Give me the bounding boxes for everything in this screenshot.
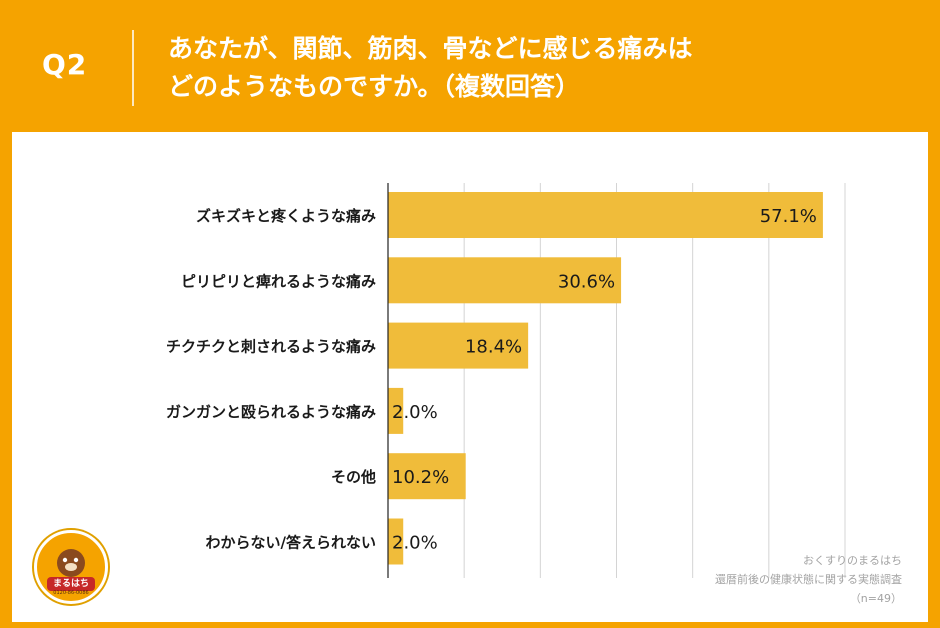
source-survey: 還暦前後の健康状態に関する実態調査 <box>715 573 902 586</box>
bar <box>388 192 823 238</box>
value-label: 10.2% <box>392 467 449 488</box>
value-label: 18.4% <box>465 337 522 358</box>
bar <box>388 453 466 500</box>
category-label: その他 <box>331 468 376 486</box>
question-line-2: どのようなものですか。（複数回答） <box>168 72 581 101</box>
logo-phone: 0120-86-0086 <box>53 590 89 596</box>
source-brand: おくすりのまるはち <box>803 554 902 567</box>
category-label: ズキズキと疼くような痛み <box>196 207 376 225</box>
brand-logo: まるはち 0120-86-0086 <box>34 530 108 604</box>
question-text: あなたが、関節、筋肉、骨などに感じる痛みは どのようなものですか。（複数回答） <box>168 30 888 106</box>
sample-size: （n=49） <box>849 592 902 605</box>
category-label: ピリピリと痺れるような痛み <box>181 272 376 290</box>
dog-mascot-icon <box>47 549 95 591</box>
logo-brand-text: まるはち <box>52 579 89 589</box>
question-number: Q2 <box>42 48 88 81</box>
category-label: わからない/答えられない <box>206 534 376 552</box>
bar <box>388 257 622 304</box>
bar <box>388 322 529 369</box>
value-label: 2.0% <box>392 402 438 423</box>
bar <box>388 518 404 565</box>
category-label: ガンガンと殴られるような痛み <box>166 403 376 421</box>
source-note: おくすりのまるはち 還暦前後の健康状態に関する実態調査 （n=49） <box>602 551 902 608</box>
question-line-1: あなたが、関節、筋肉、骨などに感じる痛みは <box>168 34 693 63</box>
header-divider <box>132 30 134 106</box>
header: Q2 あなたが、関節、筋肉、骨などに感じる痛みは どのようなものですか。（複数回… <box>0 0 940 132</box>
bar <box>388 387 404 434</box>
value-label: 2.0% <box>392 533 438 554</box>
value-label: 30.6% <box>558 271 615 292</box>
category-label: チクチクと刺されるような痛み <box>166 338 376 356</box>
value-label: 57.1% <box>760 206 817 227</box>
